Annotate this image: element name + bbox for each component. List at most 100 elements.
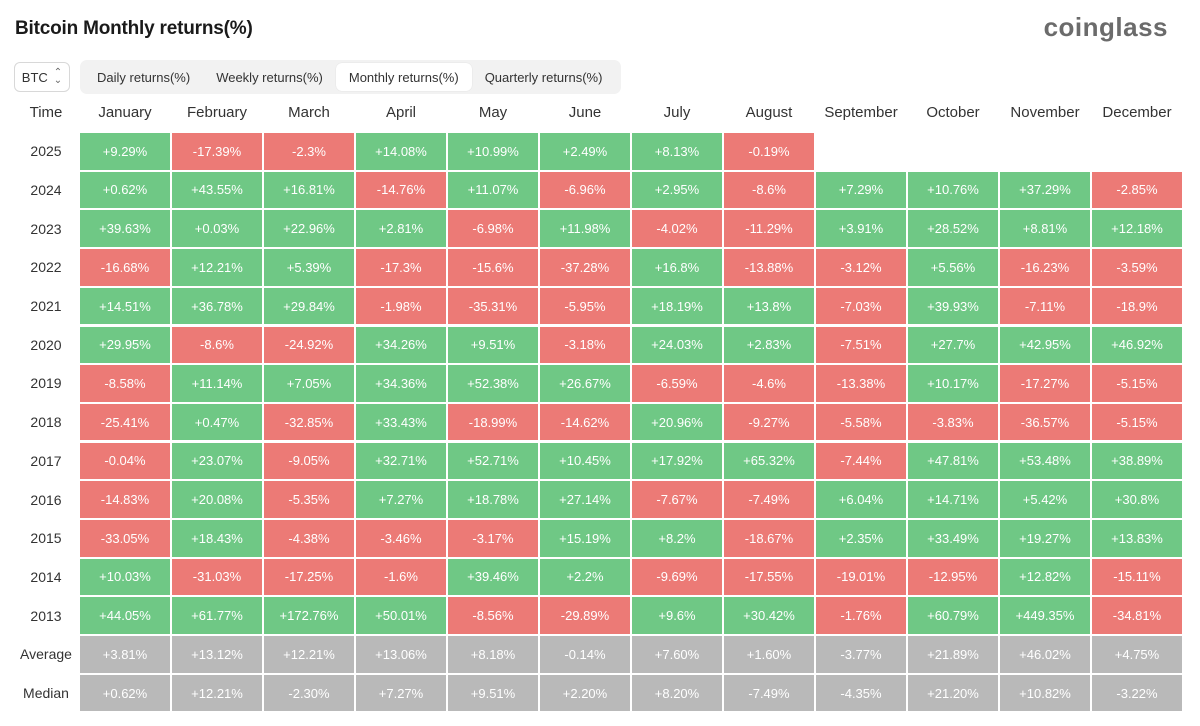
column-header-august: August	[745, 103, 793, 121]
heatmap-cell: +27.14%	[540, 481, 630, 518]
heatmap-cell: +32.71%	[356, 442, 446, 480]
heatmap-cell: -3.12%	[816, 249, 906, 286]
heatmap-cell: +2.35%	[816, 520, 906, 557]
heatmap-cell: +8.2%	[632, 520, 722, 557]
heatmap-cell: +29.84%	[264, 287, 354, 325]
heatmap-cell: +53.48%	[1000, 442, 1090, 480]
heatmap-cell: +0.03%	[172, 210, 262, 247]
heatmap-cell: +30.42%	[724, 597, 814, 634]
column-header-may: May	[478, 103, 508, 121]
heatmap-cell: +10.45%	[540, 442, 630, 480]
summary-cell: +2.20%	[540, 674, 630, 712]
row-label-2017: 2017	[30, 452, 62, 469]
heatmap-cell: +20.08%	[172, 481, 262, 518]
row-label-2018: 2018	[30, 414, 62, 431]
heatmap-cell: +9.51%	[448, 326, 538, 363]
column-header-july: July	[663, 103, 691, 121]
column-header-march: March	[288, 103, 330, 121]
heatmap-cell: +9.6%	[632, 597, 722, 634]
heatmap-cell: -1.98%	[356, 287, 446, 325]
column-header-january: January	[98, 103, 152, 121]
column-header-november: November	[1010, 103, 1080, 121]
coinglass-logo[interactable]: coinglass	[1043, 12, 1168, 42]
summary-cell: -0.14%	[540, 636, 630, 673]
heatmap-cell: +11.07%	[448, 171, 538, 209]
summary-cell: -3.77%	[816, 636, 906, 673]
heatmap-cell: -36.57%	[1000, 403, 1090, 441]
heatmap-cell: +9.29%	[80, 133, 170, 170]
heatmap-cell: -13.38%	[816, 365, 906, 402]
heatmap-cell: +13.8%	[724, 287, 814, 325]
return-period-tabs: Daily returns(%) Weekly returns(%) Month…	[80, 60, 621, 94]
summary-cell: +7.60%	[632, 636, 722, 673]
heatmap-cell: +449.35%	[1000, 597, 1090, 634]
summary-cell: +13.06%	[356, 636, 446, 673]
heatmap-cell: -15.6%	[448, 249, 538, 286]
summary-cell: +21.20%	[908, 674, 998, 712]
heatmap-cell: -0.19%	[724, 133, 814, 170]
heatmap-cell: -13.88%	[724, 249, 814, 286]
chevron-updown-icon: ⌃ ⌄	[53, 67, 63, 86]
summary-cell: +12.21%	[172, 674, 262, 712]
corner-header-time: Time	[29, 103, 63, 121]
heatmap-cell: +0.62%	[80, 171, 170, 209]
heatmap-cell: +52.71%	[448, 442, 538, 480]
heatmap-cell: -1.76%	[816, 597, 906, 634]
heatmap-cell: +2.95%	[632, 171, 722, 209]
heatmap-cell: +2.83%	[724, 326, 814, 363]
page-title: Bitcoin Monthly returns(%)	[15, 18, 253, 39]
heatmap-cell: -8.58%	[80, 365, 170, 402]
summary-cell: +8.20%	[632, 674, 722, 712]
heatmap-cell: -35.31%	[448, 287, 538, 325]
heatmap-cell: -8.56%	[448, 597, 538, 634]
heatmap-cell: +8.13%	[632, 133, 722, 170]
heatmap-cell: +10.99%	[448, 133, 538, 170]
heatmap-cell: +33.43%	[356, 403, 446, 441]
tab-monthly-returns[interactable]: Monthly returns(%)	[335, 63, 472, 91]
heatmap-cell: -19.01%	[816, 558, 906, 596]
heatmap-cell: -14.62%	[540, 403, 630, 441]
heatmap-cell: -8.6%	[724, 171, 814, 209]
heatmap-cell: +65.32%	[724, 442, 814, 480]
heatmap-cell: +39.63%	[80, 210, 170, 247]
heatmap-cell: +30.8%	[1092, 481, 1182, 518]
heatmap-cell: -7.11%	[1000, 287, 1090, 325]
asset-select-value: BTC	[21, 69, 48, 85]
tab-weekly-returns[interactable]: Weekly returns(%)	[216, 69, 323, 85]
heatmap-cell: -6.59%	[632, 365, 722, 402]
row-label-2014: 2014	[30, 568, 62, 585]
heatmap-cell: -16.68%	[80, 249, 170, 286]
column-header-september: September	[824, 103, 898, 121]
heatmap-cell: -6.96%	[540, 171, 630, 209]
heatmap-cell: +7.27%	[356, 481, 446, 518]
heatmap-cell: +7.05%	[264, 365, 354, 402]
heatmap-cell: -12.95%	[908, 558, 998, 596]
tab-daily-returns[interactable]: Daily returns(%)	[97, 69, 191, 85]
heatmap-cell: -5.15%	[1092, 365, 1182, 402]
heatmap-cell: -7.44%	[816, 442, 906, 480]
asset-select[interactable]: BTC ⌃ ⌄	[14, 62, 70, 92]
heatmap-cell: -32.85%	[264, 403, 354, 441]
heatmap-cell: -3.17%	[448, 520, 538, 557]
summary-cell: +0.62%	[80, 674, 170, 712]
heatmap-cell: -7.03%	[816, 287, 906, 325]
row-label-2015: 2015	[30, 530, 62, 547]
row-label-2024: 2024	[30, 181, 62, 198]
heatmap-cell: +47.81%	[908, 442, 998, 480]
heatmap-cell: -9.69%	[632, 558, 722, 596]
heatmap-cell: +22.96%	[264, 210, 354, 247]
tab-quarterly-returns[interactable]: Quarterly returns(%)	[484, 69, 603, 85]
heatmap-cell: +52.38%	[448, 365, 538, 402]
heatmap-cell: +6.04%	[816, 481, 906, 518]
heatmap-cell: +43.55%	[172, 171, 262, 209]
heatmap-cell: -3.59%	[1092, 249, 1182, 286]
heatmap-cell: -18.99%	[448, 403, 538, 441]
heatmap-cell: +33.49%	[908, 520, 998, 557]
column-header-june: June	[568, 103, 602, 121]
heatmap-cell: +11.98%	[540, 210, 630, 247]
summary-cell: -4.35%	[816, 674, 906, 712]
heatmap-cell: -3.46%	[356, 520, 446, 557]
heatmap-cell: +19.27%	[1000, 520, 1090, 557]
heatmap-cell: +7.29%	[816, 171, 906, 209]
